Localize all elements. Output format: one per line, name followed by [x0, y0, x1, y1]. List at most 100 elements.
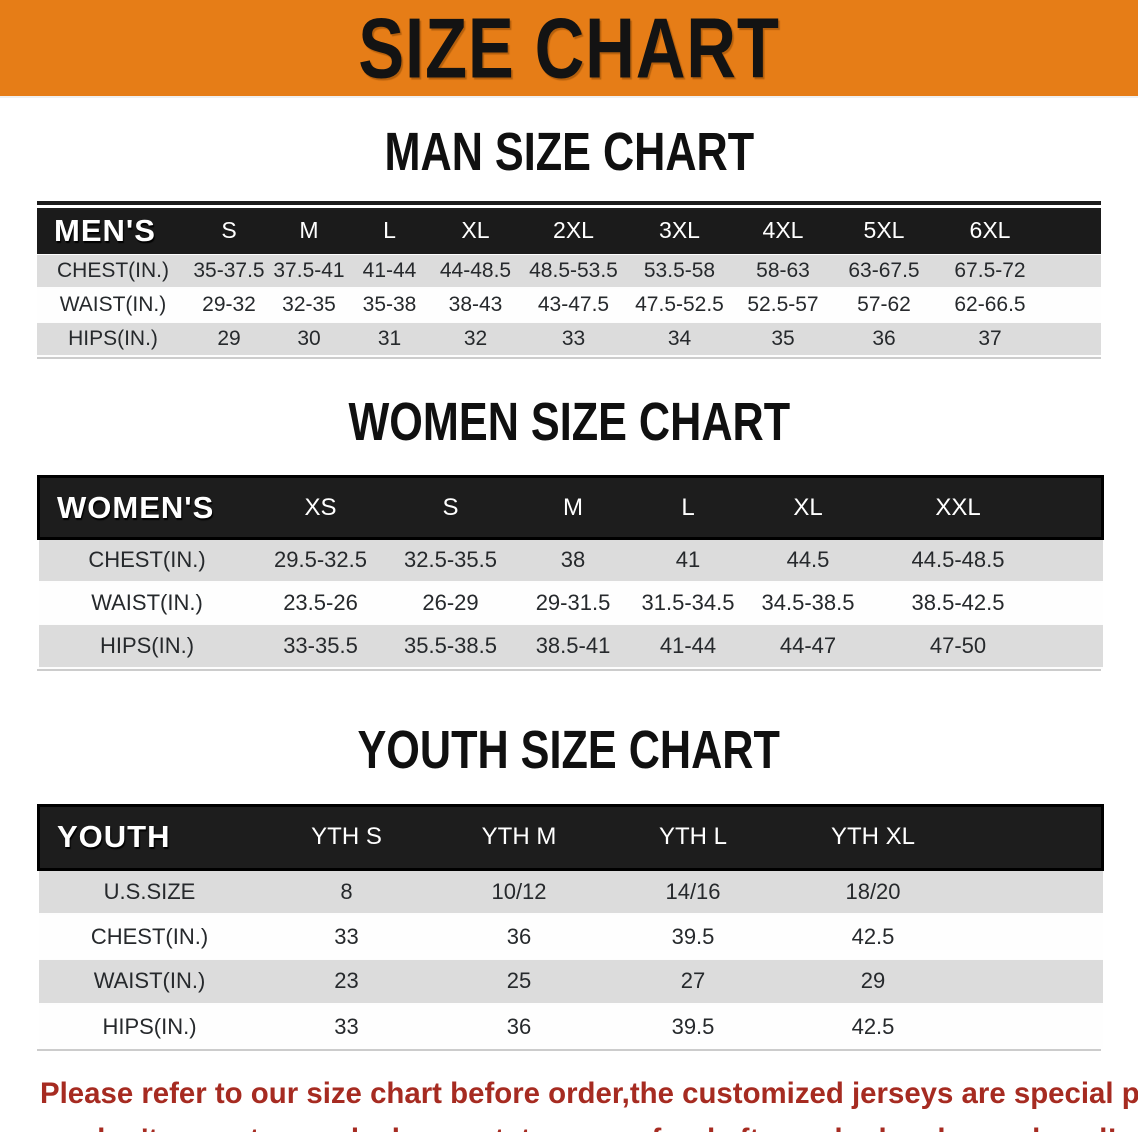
- size-cell: 35-37.5: [189, 253, 269, 289]
- size-cell: 48.5-53.5: [521, 253, 626, 289]
- size-cell: 29-31.5: [515, 581, 631, 625]
- size-cell: 33: [260, 914, 433, 959]
- row-label: CHEST(IN.): [37, 253, 189, 289]
- cell-spacer: [1045, 321, 1101, 357]
- size-cell: 44.5-48.5: [870, 538, 1046, 583]
- youth-header-row: YOUTH YTH S YTH M YTH L YTH XL: [37, 803, 1104, 871]
- size-cell: 47-50: [870, 624, 1046, 669]
- size-cell: 26-29: [385, 581, 516, 625]
- header-spacer: [965, 803, 1104, 871]
- cell-spacer: [1045, 253, 1101, 289]
- mens-hips-row: HIPS(IN.) 29 30 31 32 33 34 35 36 37: [37, 321, 1101, 357]
- size-cell: 30: [269, 321, 349, 357]
- size-cell: 38-43: [430, 288, 521, 322]
- size-cell: 41-44: [349, 253, 430, 289]
- womens-hips-row: HIPS(IN.) 33-35.5 35.5-38.5 38.5-41 41-4…: [38, 624, 1103, 669]
- size-cell: 14/16: [605, 868, 781, 915]
- youth-table-name: YOUTH: [37, 803, 261, 871]
- size-col-header: L: [349, 208, 430, 254]
- youth-ussize-row: U.S.SIZE 8 10/12 14/16 18/20: [38, 868, 1103, 915]
- size-cell: 35-38: [349, 288, 430, 322]
- size-cell: 31: [349, 321, 430, 357]
- size-cell: 36: [833, 321, 935, 357]
- size-cell: 52.5-57: [733, 288, 833, 322]
- youth-waist-row: WAIST(IN.) 23 25 27 29: [38, 958, 1103, 1005]
- size-col-header: YTH M: [432, 803, 606, 871]
- size-cell: 29-32: [189, 288, 269, 322]
- size-cell: 10/12: [432, 868, 606, 915]
- size-cell: 31.5-34.5: [630, 581, 746, 625]
- cell-spacer: [1045, 624, 1103, 669]
- size-cell: 44-47: [745, 624, 871, 669]
- mens-chest-row: CHEST(IN.) 35-37.5 37.5-41 41-44 44-48.5…: [37, 253, 1101, 289]
- size-cell: 8: [260, 868, 433, 915]
- size-col-header: 6XL: [935, 208, 1045, 254]
- mens-waist-row: WAIST(IN.) 29-32 32-35 35-38 38-43 43-47…: [37, 288, 1101, 322]
- womens-table-endline: [37, 668, 1101, 671]
- size-cell: 18/20: [780, 868, 966, 915]
- size-col-header: 2XL: [521, 208, 626, 254]
- size-cell: 27: [605, 958, 781, 1005]
- size-cell: 23.5-26: [255, 581, 386, 625]
- youth-chest-row: CHEST(IN.) 33 36 39.5 42.5: [38, 914, 1103, 959]
- disclaimer: Please refer to our size chart before or…: [0, 1071, 1138, 1132]
- womens-chest-row: CHEST(IN.) 29.5-32.5 32.5-35.5 38 41 44.…: [38, 538, 1103, 583]
- row-label: WAIST(IN.): [37, 288, 189, 322]
- size-cell: 63-67.5: [833, 253, 935, 289]
- mens-table-topline: [37, 201, 1101, 205]
- size-cell: 39.5: [605, 914, 781, 959]
- size-col-header: S: [385, 475, 516, 540]
- header-spacer: [1045, 475, 1104, 540]
- size-cell: 41: [630, 538, 746, 583]
- size-col-header: YTH L: [605, 803, 781, 871]
- row-label: WAIST(IN.): [38, 958, 261, 1005]
- size-cell: 42.5: [780, 1004, 966, 1049]
- size-col-header: XL: [430, 208, 521, 254]
- size-cell: 33-35.5: [255, 624, 386, 669]
- youth-table-endline: [37, 1049, 1101, 1051]
- size-cell: 35.5-38.5: [385, 624, 516, 669]
- size-col-header: XL: [745, 475, 871, 540]
- size-col-header: XS: [255, 475, 386, 540]
- size-col-header: 5XL: [833, 208, 935, 254]
- womens-size-table: WOMEN'S XS S M L XL XXL CHEST(IN.) 29.5-…: [37, 475, 1104, 671]
- size-cell: 25: [432, 958, 606, 1005]
- mens-table-name: MEN'S: [37, 208, 189, 254]
- size-cell: 33: [260, 1004, 433, 1049]
- size-cell: 32.5-35.5: [385, 538, 516, 583]
- size-cell: 34: [626, 321, 733, 357]
- womens-waist-row: WAIST(IN.) 23.5-26 26-29 29-31.5 31.5-34…: [38, 581, 1103, 625]
- mens-size-table: MEN'S S M L XL 2XL 3XL 4XL 5XL 6XL CHEST…: [37, 201, 1101, 359]
- row-label: U.S.SIZE: [38, 868, 261, 915]
- size-cell: 44-48.5: [430, 253, 521, 289]
- youth-section-heading: YOUTH SIZE CHART: [0, 720, 1138, 779]
- size-cell: 43-47.5: [521, 288, 626, 322]
- size-cell: 37: [935, 321, 1045, 357]
- banner: SIZE CHART: [0, 0, 1138, 98]
- youth-section-heading-text: YOUTH SIZE CHART: [357, 720, 781, 780]
- man-section-heading: MAN SIZE CHART: [0, 123, 1138, 182]
- mens-header-row: MEN'S S M L XL 2XL 3XL 4XL 5XL 6XL: [37, 208, 1101, 254]
- man-section-heading-text: MAN SIZE CHART: [384, 122, 754, 183]
- size-cell: 36: [432, 914, 606, 959]
- size-cell: 38: [515, 538, 631, 583]
- womens-table-name: WOMEN'S: [37, 475, 256, 540]
- size-cell: 67.5-72: [935, 253, 1045, 289]
- size-col-header: M: [269, 208, 349, 254]
- row-label: HIPS(IN.): [38, 1004, 261, 1049]
- cell-spacer: [965, 868, 1103, 915]
- size-cell: 29.5-32.5: [255, 538, 386, 583]
- size-cell: 39.5: [605, 1004, 781, 1049]
- disclaimer-line-2: we don't accept cancel, change, teturn o…: [40, 1117, 1117, 1132]
- size-col-header: XXL: [870, 475, 1046, 540]
- cell-spacer: [1045, 581, 1103, 625]
- size-cell: 34.5-38.5: [745, 581, 871, 625]
- size-cell: 29: [780, 958, 966, 1005]
- size-cell: 36: [432, 1004, 606, 1049]
- size-col-header: 3XL: [626, 208, 733, 254]
- row-label: HIPS(IN.): [37, 321, 189, 357]
- size-col-header: M: [515, 475, 631, 540]
- size-cell: 62-66.5: [935, 288, 1045, 322]
- womens-header-row: WOMEN'S XS S M L XL XXL: [37, 475, 1104, 540]
- size-cell: 33: [521, 321, 626, 357]
